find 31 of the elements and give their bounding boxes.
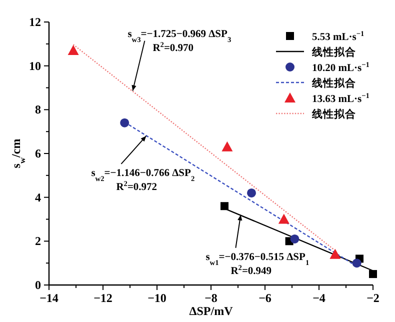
point — [222, 141, 233, 152]
point — [247, 188, 256, 198]
x-tick-label: −10 — [148, 291, 166, 305]
x-tick-label: −12 — [94, 291, 112, 305]
legend-label: 线性拟合 — [311, 46, 356, 58]
x-tick-label: −2 — [366, 291, 380, 305]
y-tick-label: 6 — [35, 146, 41, 160]
point — [369, 270, 377, 278]
point — [352, 258, 362, 268]
point — [120, 118, 130, 128]
x-tick-label: −6 — [258, 291, 272, 305]
legend-label: 线性拟合 — [311, 76, 356, 90]
point — [330, 248, 341, 259]
x-tick-label: −4 — [312, 291, 326, 305]
y-tick-label: 10 — [29, 58, 41, 73]
legend-label: 线性拟合 — [311, 108, 356, 120]
y-tick-label: 12 — [29, 15, 41, 29]
legend-label: 5.53 mL·s$^{−1}$ — [312, 28, 365, 43]
point — [68, 44, 79, 55]
y-tick-label: 0 — [35, 278, 41, 292]
point — [290, 234, 300, 244]
legend-label: 13.63 mL·s$^{−1}$ — [312, 90, 370, 105]
y-tick-label: 8 — [35, 102, 41, 117]
x-tick-label: −14 — [40, 291, 58, 305]
y-tick-label: 2 — [35, 234, 41, 248]
point — [278, 214, 290, 224]
point — [220, 202, 228, 210]
x-axis-title: ΔSP/mV — [189, 304, 234, 318]
x-tick-label: −8 — [204, 291, 218, 305]
y-tick-label: 4 — [35, 190, 41, 204]
legend-label: 10.20 mL·s$^{−1}$ — [312, 60, 370, 74]
